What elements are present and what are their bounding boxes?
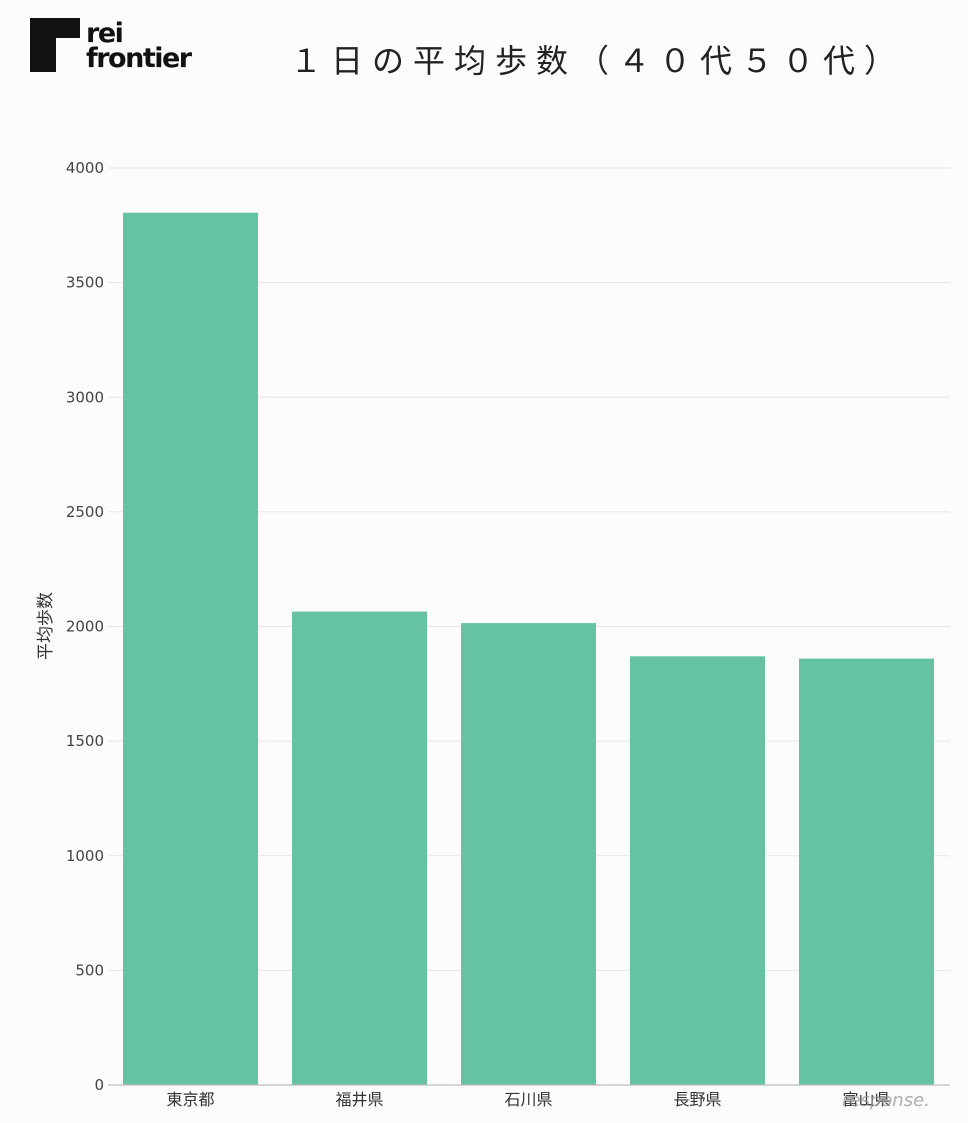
- x-category-label: 長野県: [673, 1090, 721, 1109]
- bar: [630, 656, 765, 1085]
- y-tick-labels: 0 500 1000 1500 2000 2500 3000 3500 4000: [66, 159, 104, 1094]
- y-tick-label: 0: [94, 1076, 104, 1094]
- y-tick-label: 3000: [66, 388, 104, 406]
- y-tick-label: 2000: [66, 618, 104, 636]
- y-axis-label: 平均歩数: [36, 592, 56, 660]
- y-tick-label: 500: [75, 961, 104, 979]
- logo-text-frontier: frontier: [86, 43, 192, 74]
- x-category-labels: 東京都 福井県 石川県 長野県 富山県: [166, 1090, 890, 1109]
- bar: [292, 611, 427, 1085]
- y-tick-label: 1500: [66, 732, 104, 750]
- y-tick-label: 2500: [66, 503, 104, 521]
- x-category-label: 富山県: [842, 1090, 890, 1109]
- bar: [799, 658, 934, 1085]
- x-category-label: 東京都: [166, 1090, 214, 1109]
- bars: [123, 212, 934, 1086]
- y-tick-label: 3500: [66, 274, 104, 292]
- y-tick-label: 1000: [66, 847, 104, 865]
- x-category-label: 石川県: [504, 1090, 552, 1109]
- bar: [123, 212, 258, 1086]
- chart-title: １日の平均歩数（４０代５０代）: [290, 42, 906, 80]
- y-tick-label: 4000: [66, 159, 104, 177]
- rei-frontier-logo: rei frontier: [30, 18, 210, 78]
- x-category-label: 福井県: [335, 1090, 383, 1109]
- logo-text-rei: rei: [86, 18, 124, 49]
- logo-mark-icon: [30, 18, 80, 72]
- bar: [461, 623, 596, 1085]
- response-watermark: response.: [842, 1090, 930, 1111]
